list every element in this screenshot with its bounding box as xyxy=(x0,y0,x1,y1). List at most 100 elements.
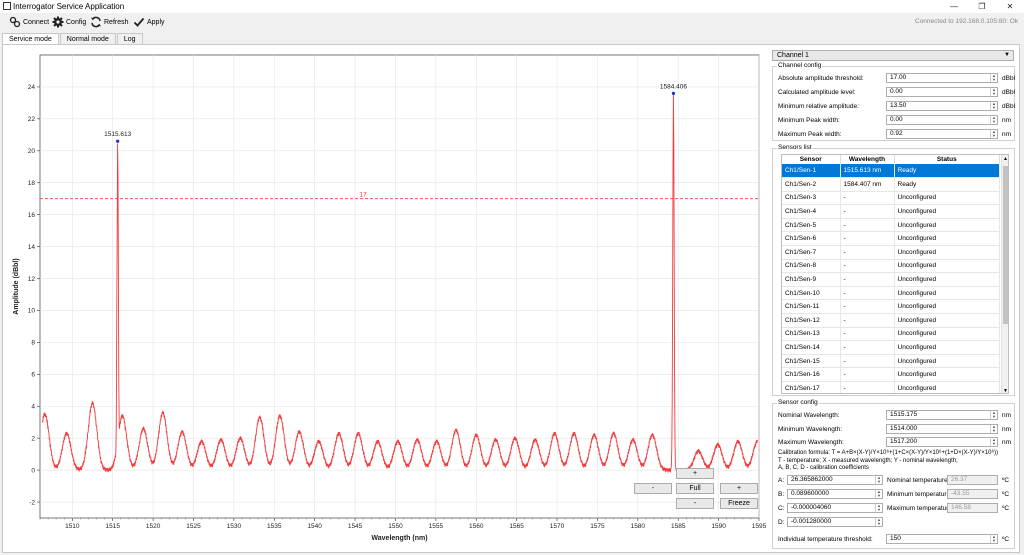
x-tick-label: 1590 xyxy=(711,523,726,530)
table-row[interactable]: Ch1/Sen-17 - Unconfigured xyxy=(782,381,1000,393)
table-row[interactable]: Ch1/Sen-13 - Unconfigured xyxy=(782,327,1000,342)
x-tick-label: 1565 xyxy=(509,523,524,530)
maximum-wavelength-input[interactable]: 1517.200 ▲ ▼ xyxy=(886,437,998,447)
sensors-scroll-thumb[interactable] xyxy=(1003,166,1008,324)
coefficient-input[interactable]: -0.001280000 ▲ ▼ xyxy=(787,517,883,527)
zoom-in-x-button[interactable]: + xyxy=(720,483,758,494)
window-title: Interrogator Service Application xyxy=(13,2,125,11)
col-header-sensor[interactable]: Sensor xyxy=(782,155,841,164)
y-tick-label: 18 xyxy=(28,180,36,187)
zoom-out-y-button[interactable]: - xyxy=(676,498,714,509)
individual-threshold-input[interactable]: 150 ▲ ▼ xyxy=(886,534,998,544)
connect-button[interactable]: Connect xyxy=(9,14,49,30)
tab-normal-mode[interactable]: Normal mode xyxy=(59,33,116,45)
temperature-label: Nominal temperature: xyxy=(887,477,950,484)
x-tick-label: 1515 xyxy=(105,523,120,530)
maximum-wavelength-unit: nm xyxy=(1002,439,1012,446)
table-row[interactable]: Ch1/Sen-7 - Unconfigured xyxy=(782,245,1000,260)
channel-config-input[interactable]: 0.92 ▲ ▼ xyxy=(886,129,998,139)
sensor-wavelength-cell: - xyxy=(840,191,895,206)
channel-config-input[interactable]: 13.50 ▲ ▼ xyxy=(886,101,998,111)
spin-arrows-icon[interactable]: ▲ ▼ xyxy=(990,116,997,124)
channel-select[interactable]: Channel 1 ▼ xyxy=(772,50,1014,61)
spin-arrows-icon[interactable]: ▲ ▼ xyxy=(875,490,882,498)
tab-log[interactable]: Log xyxy=(116,33,143,45)
spin-arrows-icon[interactable]: ▲ ▼ xyxy=(990,535,997,543)
table-row[interactable]: Ch1/Sen-4 - Unconfigured xyxy=(782,204,1000,219)
nominal-wavelength-input[interactable]: 1515.175 ▲ ▼ xyxy=(886,410,998,420)
table-row[interactable]: Ch1/Sen-1 1515.613 nm Ready xyxy=(782,164,1000,179)
spin-arrows-icon[interactable]: ▲ ▼ xyxy=(875,476,882,484)
spin-arrows-icon[interactable]: ▲ ▼ xyxy=(990,425,997,433)
table-row[interactable]: Ch1/Sen-10 - Unconfigured xyxy=(782,286,1000,301)
channel-config-input[interactable]: 0.00 ▲ ▼ xyxy=(886,115,998,125)
individual-threshold-label: Individual temperature threshold: xyxy=(778,536,873,543)
spin-arrows-icon[interactable]: ▲ ▼ xyxy=(990,411,997,419)
coefficient-input[interactable]: 26.365862000 ▲ ▼ xyxy=(787,475,883,485)
close-button[interactable]: ✕ xyxy=(1006,2,1014,11)
coefficient-label: D: xyxy=(778,519,785,526)
table-row[interactable]: Ch1/Sen-2 1584.407 nm Ready xyxy=(782,177,1000,192)
freeze-button[interactable]: Freeze xyxy=(720,498,758,509)
channel-config-label: Minimum relative amplitude: xyxy=(778,103,859,110)
zoom-out-x-button[interactable]: - xyxy=(634,483,672,494)
y-tick-label: 0 xyxy=(31,467,35,474)
scroll-up-icon[interactable]: ▲ xyxy=(1003,156,1008,162)
sensor-name-cell: Ch1/Sen-15 xyxy=(782,354,841,369)
coefficient-input[interactable]: -0.000004060 ▲ ▼ xyxy=(787,503,883,513)
channel-config-input[interactable]: 17.00 ▲ ▼ xyxy=(886,73,998,83)
table-row[interactable]: Ch1/Sen-5 - Unconfigured xyxy=(782,218,1000,233)
x-tick-label: 1585 xyxy=(671,523,686,530)
table-row[interactable]: Ch1/Sen-11 - Unconfigured xyxy=(782,299,1000,315)
apply-label: Apply xyxy=(147,18,165,26)
spin-arrows-icon[interactable]: ▲ ▼ xyxy=(875,504,882,512)
spin-arrows-icon[interactable]: ▲ ▼ xyxy=(990,102,997,110)
spin-arrows-icon[interactable]: ▲ ▼ xyxy=(990,438,997,446)
x-tick-label: 1560 xyxy=(469,523,484,530)
spin-arrows-icon[interactable]: ▲ ▼ xyxy=(990,88,997,96)
config-button[interactable]: Config xyxy=(52,14,86,30)
zoom-full-button[interactable]: Full xyxy=(676,483,714,494)
temperature-value: -43.55 xyxy=(951,490,970,497)
sensor-status-cell: Unconfigured xyxy=(894,354,1000,369)
spectrum-line xyxy=(41,92,758,473)
x-tick-label: 1580 xyxy=(631,523,646,530)
minimum-wavelength-input[interactable]: 1514.000 ▲ ▼ xyxy=(886,424,998,434)
refresh-button[interactable]: Refresh xyxy=(90,14,129,30)
peak-marker xyxy=(116,139,120,143)
table-row[interactable]: Ch1/Sen-6 - Unconfigured xyxy=(782,231,1000,247)
sensor-status-cell: Unconfigured xyxy=(894,218,1000,233)
table-row[interactable]: Ch1/Sen-9 - Unconfigured xyxy=(782,272,1000,287)
spin-arrows-icon[interactable]: ▲ ▼ xyxy=(875,518,882,526)
table-row[interactable]: Ch1/Sen-15 - Unconfigured xyxy=(782,354,1000,369)
coefficient-value: 0.089600000 xyxy=(791,490,829,497)
sensors-scrollbar[interactable]: ▲ ▼ xyxy=(1001,155,1008,394)
channel-config-label: Maximum Peak width: xyxy=(778,131,842,138)
temperature-unit: ºC xyxy=(1002,491,1010,498)
coefficient-input[interactable]: 0.089600000 ▲ ▼ xyxy=(787,489,883,499)
coefficient-label: C: xyxy=(778,505,785,512)
scroll-down-icon[interactable]: ▼ xyxy=(1003,388,1008,394)
sensors-table-frame: Sensor Wavelength Status Ch1/Sen-1 1515.… xyxy=(781,154,1009,394)
spin-arrows-icon[interactable]: ▲ ▼ xyxy=(990,130,997,138)
col-header-status[interactable]: Status xyxy=(894,155,1000,164)
minimum-wavelength-label: Minimum Wavelength: xyxy=(778,426,843,433)
zoom-in-y-button[interactable]: + xyxy=(676,468,714,479)
apply-button[interactable]: Apply xyxy=(133,14,165,30)
col-header-wavelength[interactable]: Wavelength xyxy=(840,155,895,164)
sensor-name-cell: Ch1/Sen-5 xyxy=(782,218,841,233)
table-row[interactable]: Ch1/Sen-12 - Unconfigured xyxy=(782,313,1000,328)
restore-button[interactable]: ❐ xyxy=(978,2,986,11)
sensor-name-cell: Ch1/Sen-6 xyxy=(782,231,841,247)
spectrum-chart[interactable]: 1510 1515 1520 1525 1530 1535 1540 1545 1550 1555… xyxy=(6,52,766,548)
spin-arrows-icon[interactable]: ▲ ▼ xyxy=(990,74,997,82)
peak-marker xyxy=(671,91,676,95)
peak-label: 1515.613 xyxy=(104,131,131,138)
table-row[interactable]: Ch1/Sen-16 - Unconfigured xyxy=(782,367,1000,382)
channel-config-input[interactable]: 0.00 ▲ ▼ xyxy=(886,87,998,97)
tab-service-mode[interactable]: Service mode xyxy=(2,33,59,45)
table-row[interactable]: Ch1/Sen-3 - Unconfigured xyxy=(782,191,1000,206)
minimize-button[interactable]: — xyxy=(950,2,958,11)
table-row[interactable]: Ch1/Sen-14 - Unconfigured xyxy=(782,340,1000,355)
table-row[interactable]: Ch1/Sen-8 - Unconfigured xyxy=(782,259,1000,274)
